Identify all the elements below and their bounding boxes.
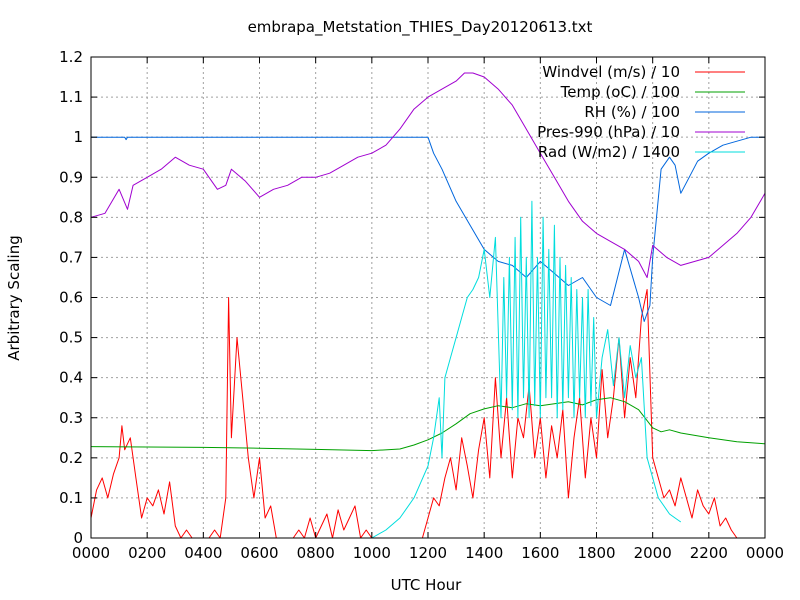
y-tick-label: 0.1 xyxy=(59,489,83,507)
legend-label: Windvel (m/s) / 10 xyxy=(542,63,680,81)
series-line-2 xyxy=(90,397,766,452)
x-axis-label: UTC Hour xyxy=(391,576,462,594)
series-line-3 xyxy=(91,136,765,322)
x-tick-label: 2000 xyxy=(634,544,672,562)
legend-label: RH (%) / 100 xyxy=(584,103,680,121)
legend-label: Pres-990 (hPa) / 10 xyxy=(537,123,680,141)
y-tick-label: 0.7 xyxy=(59,248,83,266)
x-tick-label: 0600 xyxy=(240,544,278,562)
y-tick-label: 0.8 xyxy=(59,208,83,226)
y-tick-label: 0 xyxy=(73,529,83,547)
y-tick-label: 0.4 xyxy=(59,369,83,387)
x-tick-label: 0200 xyxy=(128,544,166,562)
x-tick-label: 1800 xyxy=(577,544,615,562)
axis-ticks: 0000 0200 0400 0600 0800 1000 1200 1400 1600 1800… xyxy=(59,48,784,562)
y-tick-label: 0.2 xyxy=(59,449,83,467)
x-tick-label: 1400 xyxy=(465,544,503,562)
x-tick-label: 0800 xyxy=(297,544,335,562)
legend: Windvel (m/s) / 10 Temp (oC) / 100 RH (%) … xyxy=(537,63,745,161)
y-tick-label: 0.3 xyxy=(59,409,83,427)
y-tick-label: 0.9 xyxy=(59,168,83,186)
chart-title: embrapa_Metstation_THIES_Day20120613.txt xyxy=(248,18,593,37)
legend-label: Temp (oC) / 100 xyxy=(560,83,680,101)
x-tick-label: 0000 xyxy=(746,544,784,562)
x-tick-label: 0000 xyxy=(72,544,110,562)
y-tick-label: 0.6 xyxy=(59,289,83,307)
y-axis-label: Arbitrary Scaling xyxy=(5,235,23,361)
legend-label: Rad (W/m2) / 1400 xyxy=(538,143,680,161)
series-line-5 xyxy=(371,200,682,539)
x-tick-label: 1600 xyxy=(521,544,559,562)
y-tick-label: 1.2 xyxy=(59,48,83,66)
x-tick-label: 2200 xyxy=(690,544,728,562)
x-tick-label: 1200 xyxy=(409,544,447,562)
y-tick-label: 0.5 xyxy=(59,329,83,347)
x-tick-label: 0400 xyxy=(184,544,222,562)
series-line-4 xyxy=(90,72,766,278)
y-tick-label: 1.1 xyxy=(59,88,83,106)
x-tick-label: 1000 xyxy=(353,544,391,562)
y-tick-label: 1 xyxy=(73,128,83,146)
